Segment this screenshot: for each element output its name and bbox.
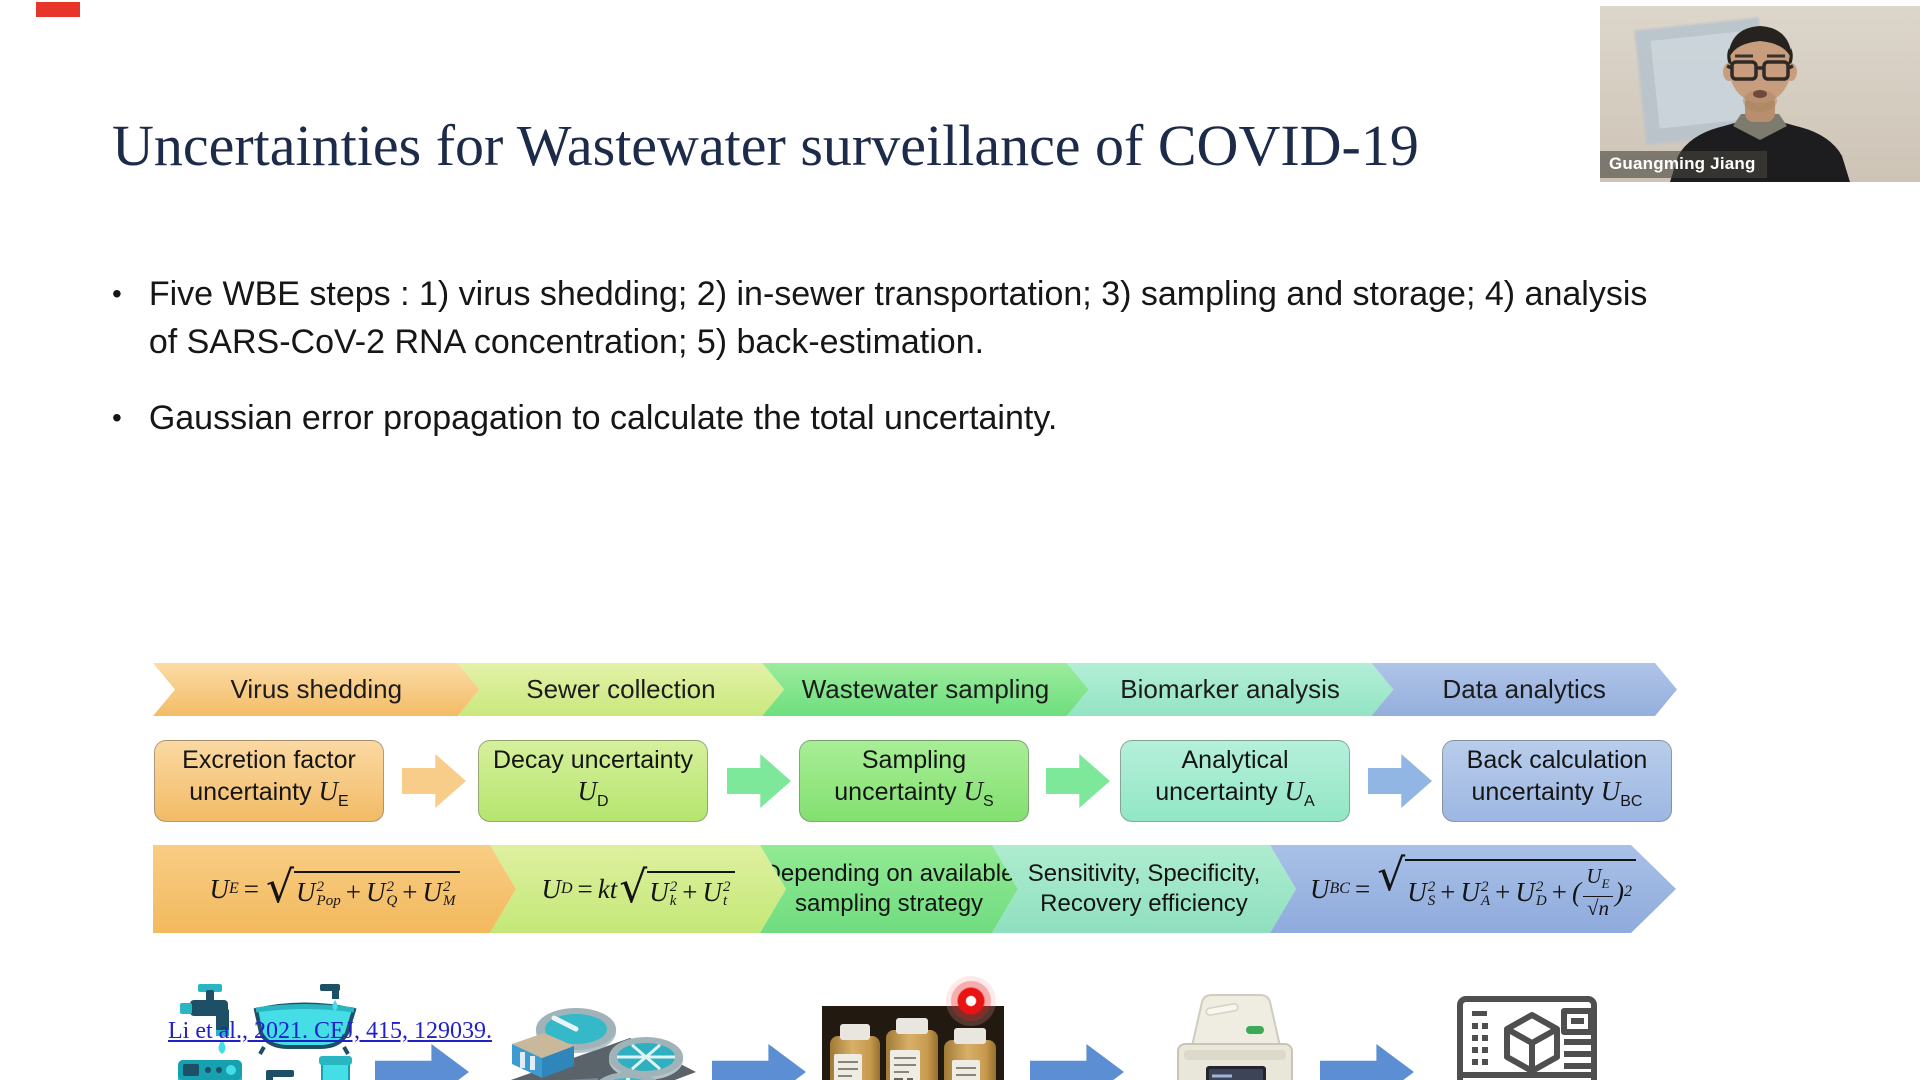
flow-arrow-icon — [1320, 1044, 1414, 1080]
step-arrow-icon — [1046, 754, 1110, 808]
uncertainty-box-decay: Decay uncertainty UD — [478, 740, 708, 822]
flow-arrow-icon — [375, 1044, 469, 1080]
uncertainty-box-back-calculation: Back calculation uncertainty UBC — [1442, 740, 1672, 822]
household-water-fixtures-icon — [178, 984, 357, 1080]
flow-arrow-icon — [712, 1044, 806, 1080]
step-arrow-icon — [402, 754, 466, 808]
uncertainty-box-row: Excretion factor uncertainty UE Decay un… — [0, 740, 1920, 822]
uncertainty-box-sampling: Sampling uncertainty US — [799, 740, 1029, 822]
laser-pointer-dot — [946, 976, 996, 1026]
bullet-item: • Gaussian error propagation to calculat… — [112, 394, 1657, 442]
bullet-text: Five WBE steps : 1) virus shedding; 2) i… — [148, 275, 1648, 361]
flow-arrow-icon — [1030, 1044, 1124, 1080]
reference-link[interactable]: Li et al., 2021. CEJ, 415, 129039. — [168, 1018, 492, 1044]
treatment-plant-icon — [510, 1008, 696, 1080]
stage-banner-data-analytics: Data analytics — [1371, 663, 1677, 716]
stage-banner-virus-shedding: Virus shedding — [153, 663, 480, 716]
stage-banner-sewer-collection: Sewer collection — [458, 663, 785, 716]
stage-banner-biomarker-analysis: Biomarker analysis — [1067, 663, 1394, 716]
pcr-machine-photo — [1177, 994, 1293, 1080]
bullet-text: Gaussian error propagation to calculate … — [148, 399, 1058, 437]
stage-label: Sewer collection — [526, 674, 716, 704]
bullet-item: • Five WBE steps : 1) virus shedding; 2)… — [112, 270, 1657, 366]
webcam-video[interactable]: Guangming Jiang — [1600, 6, 1920, 182]
stage-banner-wastewater-sampling: Wastewater sampling — [762, 663, 1089, 716]
stage-label: Wastewater sampling — [801, 674, 1050, 704]
pipeline-icon-row — [0, 488, 1920, 1080]
bullet-list: • Five WBE steps : 1) virus shedding; 2)… — [112, 270, 1657, 470]
stage-banner-row: Virus shedding Sewer collection Wastewat… — [153, 663, 1677, 716]
note-analytical-factors: Sensitivity, Specificity, Recovery effic… — [992, 845, 1296, 933]
computer-analytics-icon — [1457, 996, 1597, 1080]
note-sampling-strategy: Depending on available sampling strategy — [760, 845, 1018, 933]
record-indicator — [36, 2, 80, 17]
step-arrow-icon — [727, 754, 791, 808]
page-title: Uncertainties for Wastewater surveillanc… — [112, 113, 1419, 178]
bullet-icon: • — [112, 402, 122, 433]
bullet-icon: • — [112, 278, 122, 309]
stage-label: Data analytics — [1442, 674, 1606, 704]
uncertainty-box-analytical: Analytical uncertainty UA — [1120, 740, 1350, 822]
step-arrow-icon — [1368, 754, 1432, 808]
uncertainty-box-excretion: Excretion factor uncertainty UE — [154, 740, 384, 822]
stage-label: Virus shedding — [230, 674, 403, 704]
stage-label: Biomarker analysis — [1120, 674, 1340, 704]
participant-name-label: Guangming Jiang — [1600, 151, 1767, 178]
